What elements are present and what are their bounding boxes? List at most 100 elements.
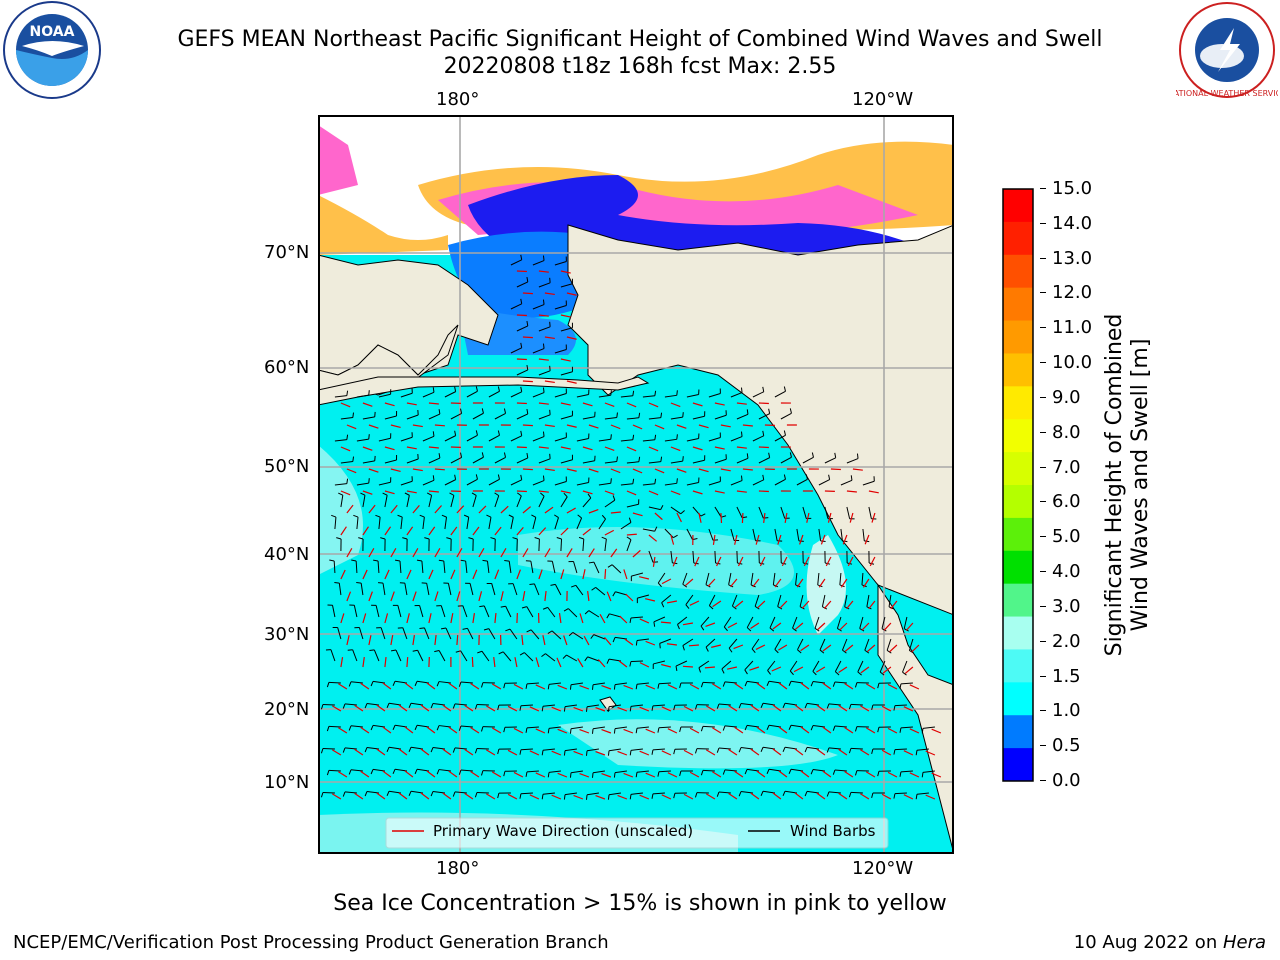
wind-barb-flag bbox=[638, 412, 641, 418]
wind-barb-flag bbox=[782, 791, 786, 797]
wind-barb-flag bbox=[380, 537, 386, 540]
wind-barb-flag bbox=[368, 390, 370, 396]
wave-direction-arrow bbox=[404, 770, 414, 778]
wave-direction-arrow bbox=[583, 635, 590, 646]
wind-barb-flag bbox=[588, 561, 594, 564]
wind-barb bbox=[564, 704, 577, 708]
wind-barb-flag bbox=[452, 747, 456, 753]
wind-barb bbox=[604, 539, 607, 552]
wave-direction-arrow bbox=[610, 424, 621, 430]
wind-barb bbox=[879, 660, 886, 673]
wind-barb bbox=[384, 495, 388, 508]
wind-barb bbox=[334, 395, 347, 398]
wave-direction-arrow bbox=[516, 526, 524, 536]
colorbar-tick-mark bbox=[1040, 571, 1046, 573]
sea-ice-pink bbox=[318, 125, 358, 195]
wave-direction-arrow bbox=[404, 726, 414, 734]
wind-barb bbox=[762, 746, 775, 750]
wind-barb-flag bbox=[520, 342, 523, 348]
wave-direction-arrow bbox=[639, 576, 650, 580]
wind-barb bbox=[608, 658, 621, 662]
wind-barb bbox=[568, 608, 578, 618]
wave-direction-arrow bbox=[486, 749, 496, 756]
wave-direction-arrow bbox=[390, 591, 395, 602]
wind-barb-flag bbox=[540, 492, 545, 497]
wind-barb bbox=[670, 460, 683, 464]
wave-direction-arrow bbox=[406, 402, 417, 406]
wind-barb bbox=[806, 746, 819, 750]
ocean-light-area bbox=[318, 445, 363, 575]
wave-direction-arrow bbox=[426, 726, 436, 734]
wave-direction-arrow bbox=[340, 446, 351, 452]
wave-direction-arrow bbox=[450, 526, 458, 536]
wave-direction-arrow bbox=[538, 314, 549, 317]
wave-direction-arrow bbox=[714, 446, 725, 450]
wind-barb bbox=[758, 413, 770, 420]
wind-barb bbox=[670, 416, 683, 420]
wind-barb bbox=[661, 594, 672, 604]
wind-barb bbox=[868, 506, 872, 519]
wind-barb bbox=[576, 517, 583, 530]
wind-barb-flag bbox=[722, 725, 726, 731]
wind-barb bbox=[777, 594, 782, 607]
wind-barb-flag bbox=[879, 671, 885, 676]
wind-barb bbox=[626, 417, 639, 420]
wind-barb-flag bbox=[370, 769, 374, 775]
wave-direction-arrow bbox=[604, 490, 615, 496]
wind-barb-flag bbox=[893, 705, 896, 711]
colorbar-label-line2: Wind Waves and Swell [m] bbox=[1128, 338, 1153, 632]
wind-barb-flag bbox=[542, 299, 545, 305]
wind-barb-flag bbox=[486, 514, 492, 518]
wind-barb-flag bbox=[449, 492, 455, 496]
wind-barb-flag bbox=[893, 749, 896, 755]
wind-barb bbox=[350, 681, 363, 684]
wave-direction-arrow bbox=[698, 468, 709, 473]
wind-barb-flag bbox=[342, 791, 346, 797]
wave-direction-arrow bbox=[362, 569, 368, 580]
wave-direction-arrow bbox=[838, 792, 848, 800]
wave-direction-arrow bbox=[806, 512, 810, 523]
wind-barb bbox=[784, 790, 797, 794]
wave-direction-arrow bbox=[384, 656, 387, 668]
wind-barb-flag bbox=[408, 747, 412, 753]
wave-direction-arrow bbox=[368, 504, 376, 514]
wind-barb-flag bbox=[612, 637, 616, 643]
wave-direction-arrow bbox=[763, 512, 766, 523]
wind-barb bbox=[520, 704, 533, 707]
wind-barb-flag bbox=[871, 748, 874, 755]
wind-barb bbox=[630, 704, 643, 707]
wind-barb bbox=[730, 392, 743, 398]
wave-direction-arrow bbox=[752, 578, 760, 588]
wave-direction-arrow bbox=[887, 683, 898, 690]
wind-barb bbox=[564, 748, 577, 752]
wind-barb-flag bbox=[351, 559, 357, 562]
wind-barb bbox=[520, 792, 533, 795]
wind-barb bbox=[417, 650, 424, 662]
wind-barb-flag bbox=[394, 559, 401, 562]
wind-barb bbox=[399, 560, 402, 574]
wave-direction-arrow bbox=[601, 685, 612, 690]
wind-barb-flag bbox=[632, 434, 635, 440]
wind-barb bbox=[362, 416, 375, 420]
wave-direction-arrow bbox=[794, 622, 804, 630]
wind-barb bbox=[450, 413, 462, 420]
wave-direction-arrow bbox=[448, 726, 458, 734]
wind-barb-flag bbox=[430, 703, 434, 709]
wave-direction-arrow bbox=[390, 468, 401, 473]
wave-direction-arrow bbox=[606, 591, 612, 602]
wave-direction-arrow bbox=[887, 727, 898, 734]
wind-barb-flag bbox=[673, 534, 678, 539]
wind-barb-flag bbox=[629, 750, 632, 756]
wave-direction-arrow bbox=[376, 704, 386, 712]
wind-barb bbox=[630, 748, 643, 751]
wave-direction-arrow bbox=[573, 750, 584, 756]
wave-direction-arrow bbox=[711, 644, 722, 648]
colorbar-segment bbox=[1003, 189, 1033, 223]
wave-direction-arrow bbox=[800, 770, 810, 778]
wind-barb-flag bbox=[498, 651, 504, 655]
wave-direction-arrow bbox=[332, 793, 342, 800]
wind-barb-flag bbox=[848, 704, 852, 710]
wave-direction-arrow bbox=[595, 795, 606, 800]
wind-barb bbox=[812, 681, 825, 684]
wind-barb bbox=[774, 390, 786, 398]
